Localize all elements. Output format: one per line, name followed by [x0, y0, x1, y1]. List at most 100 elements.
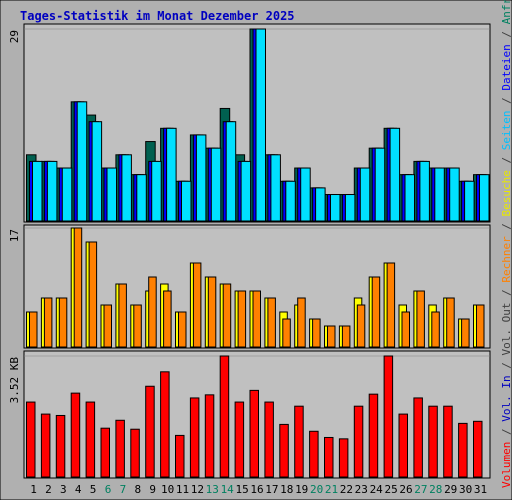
bar-rechner-day-15: [237, 290, 247, 348]
bar-volumen-day-28: [428, 405, 438, 478]
bar-volumen-day-15: [234, 401, 245, 478]
bar-seiten-day-6: [106, 167, 117, 222]
bar-volumen-day-29: [443, 405, 453, 478]
bar-rechner-day-17: [267, 297, 276, 348]
day-label-25: 25: [384, 483, 397, 496]
bar-seiten-day-15: [240, 160, 252, 222]
bar-volumen-day-18: [279, 423, 289, 478]
bar-rechner-day-19: [297, 297, 306, 348]
bar-rechner-day-27: [416, 290, 425, 348]
chart-title: Tages-Statistik im Monat Dezember 2025: [20, 9, 295, 23]
bar-seiten-day-9: [151, 160, 162, 222]
bar-volumen-day-8: [130, 428, 140, 478]
bar-volumen-day-21: [324, 436, 334, 478]
bar-volumen-day-2: [40, 413, 51, 478]
bar-seiten-day-27: [419, 160, 430, 222]
panel-1-scale-label: 29: [8, 30, 21, 43]
bar-volumen-day-14: [219, 355, 230, 478]
legend-part-3: Vol. In: [500, 375, 512, 421]
bar-volumen-day-27: [413, 397, 423, 478]
bar-rechner-day-23: [356, 304, 366, 348]
bar-volumen-day-1: [26, 401, 36, 478]
bar-rechner-day-12: [192, 262, 202, 348]
panel-1: 29: [8, 23, 491, 223]
bar-seiten-day-4: [76, 101, 88, 222]
bar-volumen-day-7: [115, 419, 125, 478]
bar-seiten-day-7: [121, 154, 132, 222]
legend-part-6: /: [500, 283, 512, 303]
legend-part-8: /: [500, 216, 512, 236]
bar-seiten-day-20: [315, 187, 326, 222]
panel-3: 3.52 KB: [8, 350, 491, 479]
day-label-8: 8: [134, 483, 141, 496]
bar-rechner-day-16: [252, 290, 261, 348]
bar-seiten-day-11: [181, 180, 192, 222]
bar-rechner-day-11: [178, 311, 187, 348]
bar-volumen-day-22: [338, 438, 349, 478]
bar-seiten-day-14: [225, 121, 237, 222]
day-label-26: 26: [399, 483, 412, 496]
bar-volumen-day-3: [55, 414, 66, 478]
day-label-22: 22: [340, 483, 353, 496]
bar-seiten-day-18: [285, 180, 296, 222]
bar-seiten-day-28: [434, 167, 445, 222]
day-label-28: 28: [429, 483, 442, 496]
bar-rechner-day-20: [312, 318, 321, 348]
legend-part-4: /: [500, 356, 512, 376]
legend-part-2: /: [500, 422, 512, 442]
bar-volumen-day-10: [160, 371, 170, 478]
legend-part-1: Volumen: [500, 442, 512, 488]
panel-2: 17: [8, 224, 491, 349]
bar-volumen-day-25: [383, 355, 394, 478]
bar-rechner-day-9: [148, 276, 157, 348]
panel-2-scale-label: 17: [8, 229, 21, 242]
legend-part-5: Vol. Out: [500, 303, 512, 356]
bar-volumen-day-30: [458, 422, 468, 478]
bar-rechner-day-26: [401, 311, 410, 348]
bar-seiten-day-21: [330, 194, 341, 222]
day-label-5: 5: [90, 483, 97, 496]
bar-seiten-day-5: [91, 121, 103, 222]
side-legend: Volumen / Vol. In / Vol. Out / Rechner /…: [500, 0, 512, 488]
day-label-1: 1: [30, 483, 37, 496]
day-label-4: 4: [75, 483, 82, 496]
legend-part-15: Anfragen: [500, 0, 512, 24]
legend-part-14: /: [500, 24, 512, 44]
day-label-9: 9: [149, 483, 156, 496]
day-label-3: 3: [60, 483, 67, 496]
day-label-12: 12: [191, 483, 204, 496]
bar-seiten-day-16: [255, 28, 266, 222]
day-label-16: 16: [250, 483, 263, 496]
bar-rechner-day-31: [476, 304, 485, 348]
bar-rechner-day-25: [386, 262, 396, 348]
x-axis-day-labels: 1 2 3 4 5 6 7 8 9 10 11 12 13 14 15 16 17 18 19 20 21 22 23 24 2…: [30, 483, 487, 496]
bar-rechner-day-29: [446, 297, 455, 348]
bar-rechner-day-7: [118, 283, 127, 348]
legend-part-10: /: [500, 150, 512, 170]
day-label-21: 21: [325, 483, 338, 496]
bar-seiten-day-10: [166, 127, 177, 222]
bar-rechner-day-10: [163, 290, 172, 348]
bar-rechner-day-2: [43, 297, 53, 348]
bar-seiten-day-19: [300, 167, 311, 222]
bar-seiten-day-17: [270, 154, 281, 222]
day-label-15: 15: [235, 483, 248, 496]
bar-seiten-day-8: [136, 174, 147, 222]
day-label-7: 7: [120, 483, 127, 496]
bar-volumen-day-16: [249, 389, 259, 478]
panel-3-scale-label: 3.52 KB: [8, 357, 21, 404]
bar-volumen-day-6: [100, 427, 110, 478]
day-label-20: 20: [310, 483, 323, 496]
day-label-6: 6: [105, 483, 112, 496]
bar-seiten-day-31: [479, 174, 490, 222]
day-label-29: 29: [444, 483, 457, 496]
day-label-11: 11: [176, 483, 189, 496]
day-label-23: 23: [355, 483, 368, 496]
bar-seiten-day-25: [389, 127, 401, 222]
day-label-19: 19: [295, 483, 308, 496]
bar-seiten-day-29: [449, 167, 460, 222]
bar-seiten-day-26: [404, 174, 415, 222]
day-label-2: 2: [45, 483, 52, 496]
